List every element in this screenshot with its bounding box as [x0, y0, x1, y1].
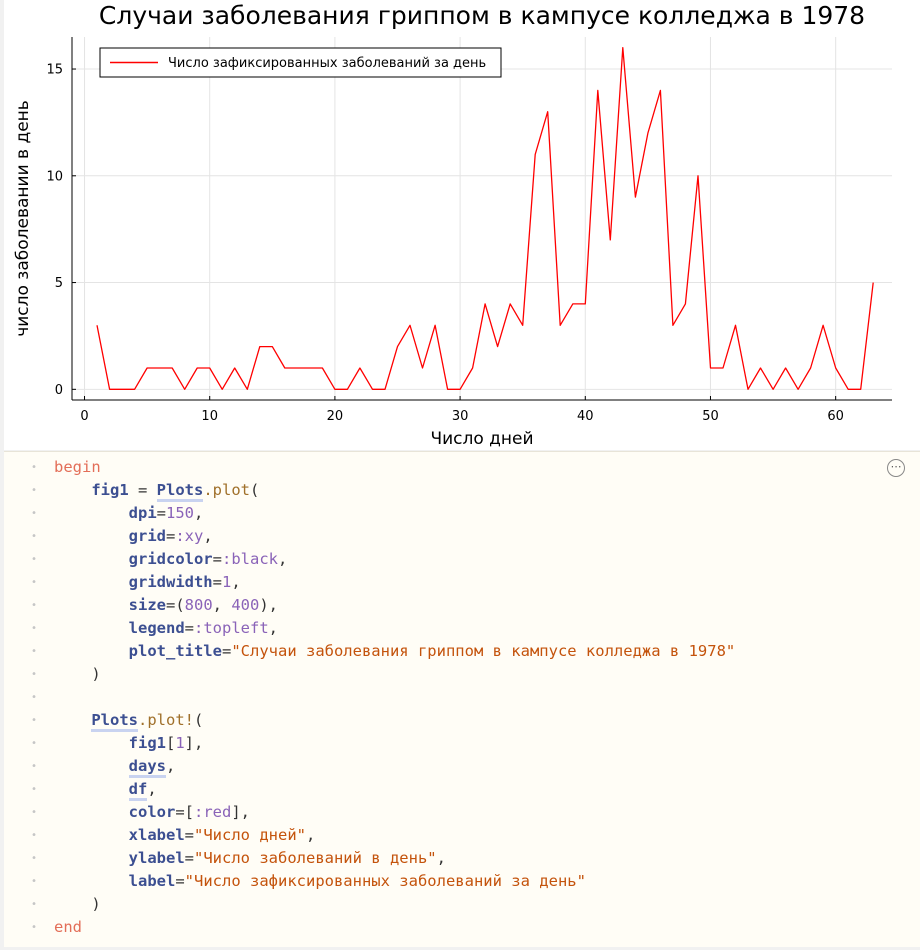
code-line: • ) — [31, 895, 101, 913]
keyword-begin: begin — [54, 458, 101, 476]
code-line: • — [31, 692, 38, 703]
x-axis-label: Число дней — [430, 429, 533, 449]
y-tick-label: 5 — [55, 276, 63, 291]
code-line: • xlabel="Число дней", — [31, 826, 316, 844]
chart-title: Случаи заболевания гриппом в кампусе кол… — [99, 1, 865, 30]
code-line: • df, — [4, 778, 920, 801]
code-line: • color=[:red], — [31, 803, 250, 821]
variable-fig1: fig1 — [91, 481, 129, 499]
code-line: • plot_title="Случаи заболевания гриппом… — [31, 642, 736, 660]
legend-box — [99, 47, 502, 78]
module-plots[interactable]: Plots — [91, 711, 138, 732]
code-line: • gridwidth=1, — [31, 573, 241, 591]
y-tick-label: 10 — [46, 169, 63, 184]
x-tick-label: 20 — [327, 409, 344, 424]
keyword-end: end — [54, 918, 82, 936]
x-tick-label: 60 — [827, 409, 844, 424]
x-tick-label: 40 — [577, 409, 594, 424]
y-tick-label: 0 — [55, 383, 63, 398]
flu-chart: 0 10 20 30 40 50 60 0 5 10 15 Случаи заболевания гр… — [13, 1, 892, 449]
cell-menu-icon[interactable]: ⋯ — [887, 459, 905, 477]
code-line: • label="Число зафиксированных заболеван… — [31, 872, 586, 890]
x-tick-label: 50 — [702, 409, 719, 424]
module-plots[interactable]: Plots — [156, 481, 204, 502]
variable-df[interactable]: df — [128, 780, 148, 801]
code-line: • ) — [31, 665, 101, 683]
legend-label: Число зафиксированных заболеваний за ден… — [168, 56, 486, 71]
code-line: • days, — [4, 755, 920, 778]
code-line: • gridcolor=:black, — [31, 550, 288, 568]
code-line: • legend=:topleft, — [31, 619, 278, 637]
code-line: • grid=:xy, — [31, 527, 213, 545]
y-axis-label: число заболевании в день — [13, 100, 33, 337]
plot-output: 0 10 20 30 40 50 60 0 5 10 15 Случаи заболевания гр… — [4, 0, 920, 450]
code-line: • size=(800, 400), — [31, 596, 278, 614]
code-line: • fig1[1], — [31, 734, 204, 752]
y-tick-label: 15 — [46, 63, 63, 78]
code-line: • Plots.plot!( — [4, 709, 920, 732]
variable-days[interactable]: days — [128, 757, 166, 778]
code-line: • ylabel="Число заболеваний в день", — [31, 849, 446, 867]
code-line: • end — [31, 918, 82, 936]
code-cell[interactable]: • begin • fig1 = Plots.plot( • dpi=150, •… — [4, 451, 920, 947]
code-line: • fig1 = Plots.plot( — [4, 479, 920, 502]
x-tick-label: 0 — [80, 409, 88, 424]
code-line: • dpi=150, — [31, 504, 204, 522]
code-line: • begin — [31, 458, 101, 476]
series-line — [96, 47, 874, 390]
x-tick-label: 30 — [452, 409, 469, 424]
x-tick-label: 10 — [201, 409, 218, 424]
